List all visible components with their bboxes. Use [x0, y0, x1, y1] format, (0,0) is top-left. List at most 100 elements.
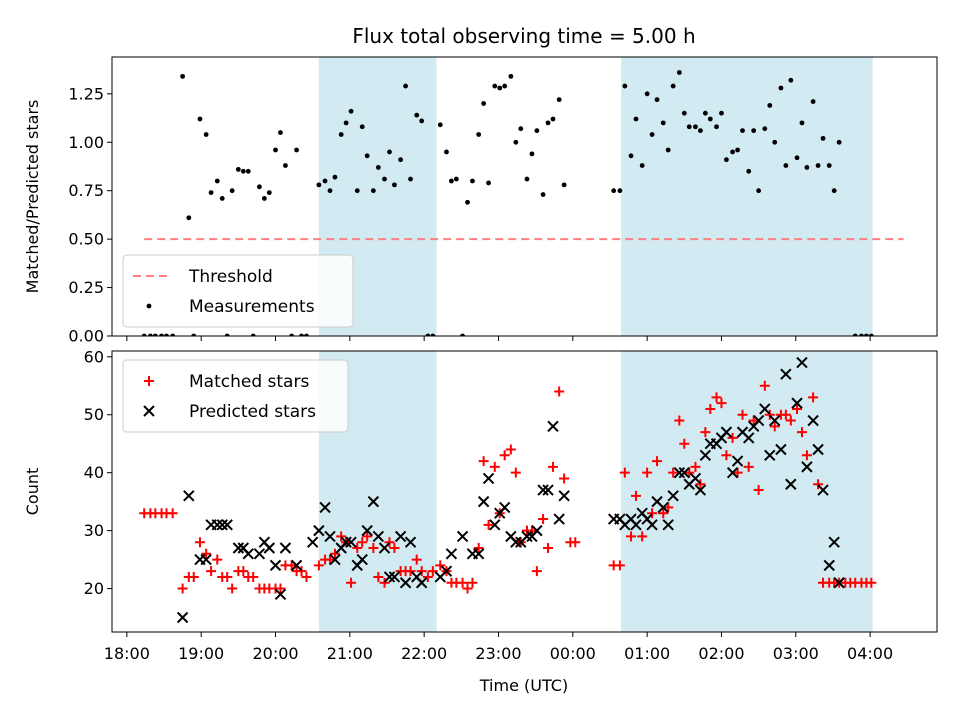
matched-stars-point [668, 467, 679, 478]
matched-stars-point [505, 444, 516, 455]
predicted-stars-point [833, 577, 845, 589]
x-tick-label: 18:00 [104, 644, 150, 663]
measurements-point [649, 132, 655, 137]
predicted-stars-point [183, 490, 195, 502]
y-tick-label: 40 [84, 463, 104, 482]
measurements-point [550, 116, 556, 122]
measurements-point [283, 163, 288, 168]
matched-stars-point [301, 571, 312, 582]
matched-stars-point [352, 542, 363, 553]
matched-stars-point [427, 566, 438, 577]
legend-box [122, 359, 349, 433]
x-axis-label: Time (UTC) [479, 676, 568, 695]
measurements-point [430, 333, 436, 336]
measurements-point [746, 168, 752, 174]
measurements-point [815, 163, 821, 168]
measurements-point [693, 124, 698, 130]
matched-stars-point [248, 571, 259, 582]
matched-stars-point [619, 467, 630, 478]
predicted-stars-point [269, 559, 282, 572]
y-axis-label: Count [23, 468, 42, 516]
measurements-point [245, 168, 251, 174]
measurements-point [481, 101, 487, 106]
predicted-stars-point [498, 501, 511, 514]
measurements-point [681, 110, 687, 116]
chart-title: Flux total observing time = 5.00 h [352, 24, 695, 48]
predicted-stars-point [232, 542, 245, 554]
matched-stars-point [630, 490, 641, 501]
measurements-point [836, 139, 842, 145]
predicted-stars-point [678, 466, 691, 479]
predicted-stars-point [775, 443, 787, 456]
measurements-point [628, 153, 634, 159]
predicted-stars-point [279, 542, 292, 554]
predicted-stars-point [699, 449, 712, 461]
legend-label: Threshold [188, 267, 273, 287]
measurements-point [859, 333, 864, 336]
measurements-point [338, 132, 344, 137]
predicted-stars-point [752, 414, 765, 427]
predicted-stars-point [558, 490, 570, 502]
measurements-point [214, 178, 220, 184]
predicted-stars-point [221, 519, 233, 531]
x-tick-label: 01:00 [624, 644, 670, 663]
predicted-stars-point [531, 524, 543, 537]
measurements-point [304, 333, 309, 336]
measurements-point [654, 97, 660, 103]
predicted-stars-point [780, 368, 792, 380]
measurements-point [219, 196, 225, 201]
matched-stars-point [325, 554, 336, 565]
predicted-stars-point [759, 403, 771, 415]
measurements-point [698, 128, 703, 134]
predicted-stars-point [306, 536, 319, 548]
measurements-point [197, 116, 203, 122]
measurements-point [470, 178, 475, 184]
matched-stars-point [227, 583, 238, 594]
legend-measurements-swatch [146, 303, 152, 309]
matched-stars-point [727, 432, 738, 443]
matched-stars-point [286, 560, 297, 571]
matched-stars-point [473, 542, 484, 553]
measurements-point [524, 176, 530, 182]
matched-stars-point [543, 542, 554, 553]
predicted-stars-point [361, 524, 373, 537]
y-tick-label: 1.00 [68, 133, 104, 152]
measurements-point [670, 83, 676, 89]
matched-stars-point [538, 514, 549, 525]
measurements-point [719, 110, 724, 116]
measurements-point [414, 112, 420, 118]
matched-stars-point [405, 566, 416, 577]
measurements-point [529, 151, 535, 157]
measurements-point [453, 176, 459, 182]
matched-stars-point [642, 467, 653, 478]
matched-stars-point [483, 519, 494, 530]
matched-stars-point [489, 461, 500, 472]
matched-stars-point [674, 415, 685, 426]
measurements-point [257, 184, 262, 190]
matched-stars-point [201, 548, 212, 559]
measurements-point [164, 333, 169, 336]
measurements-point [419, 118, 425, 124]
measurements-point [735, 147, 740, 153]
predicted-stars-point [689, 472, 702, 485]
predicted-stars-point [764, 449, 776, 461]
measurements-point [868, 333, 874, 336]
predicted-stars-point [553, 513, 565, 525]
matched-stars-point [357, 537, 368, 548]
matched-stars-point [721, 450, 732, 461]
matched-stars-point [684, 467, 695, 478]
matched-stars-point [416, 566, 427, 577]
measurements-point [820, 135, 826, 141]
measurements-point [375, 165, 381, 170]
predicted-stars-point [415, 577, 428, 589]
measurements-point [724, 157, 729, 163]
predicted-stars-point [372, 530, 385, 543]
measurements-point [561, 182, 567, 188]
predicted-stars-point [399, 577, 412, 589]
matched-stars-point [737, 409, 748, 420]
measurements-point [540, 192, 546, 197]
predicted-stars-point [367, 495, 380, 508]
predicted-stars-point [263, 542, 276, 554]
plot-area [139, 351, 877, 632]
matched-stars-point [531, 566, 542, 577]
